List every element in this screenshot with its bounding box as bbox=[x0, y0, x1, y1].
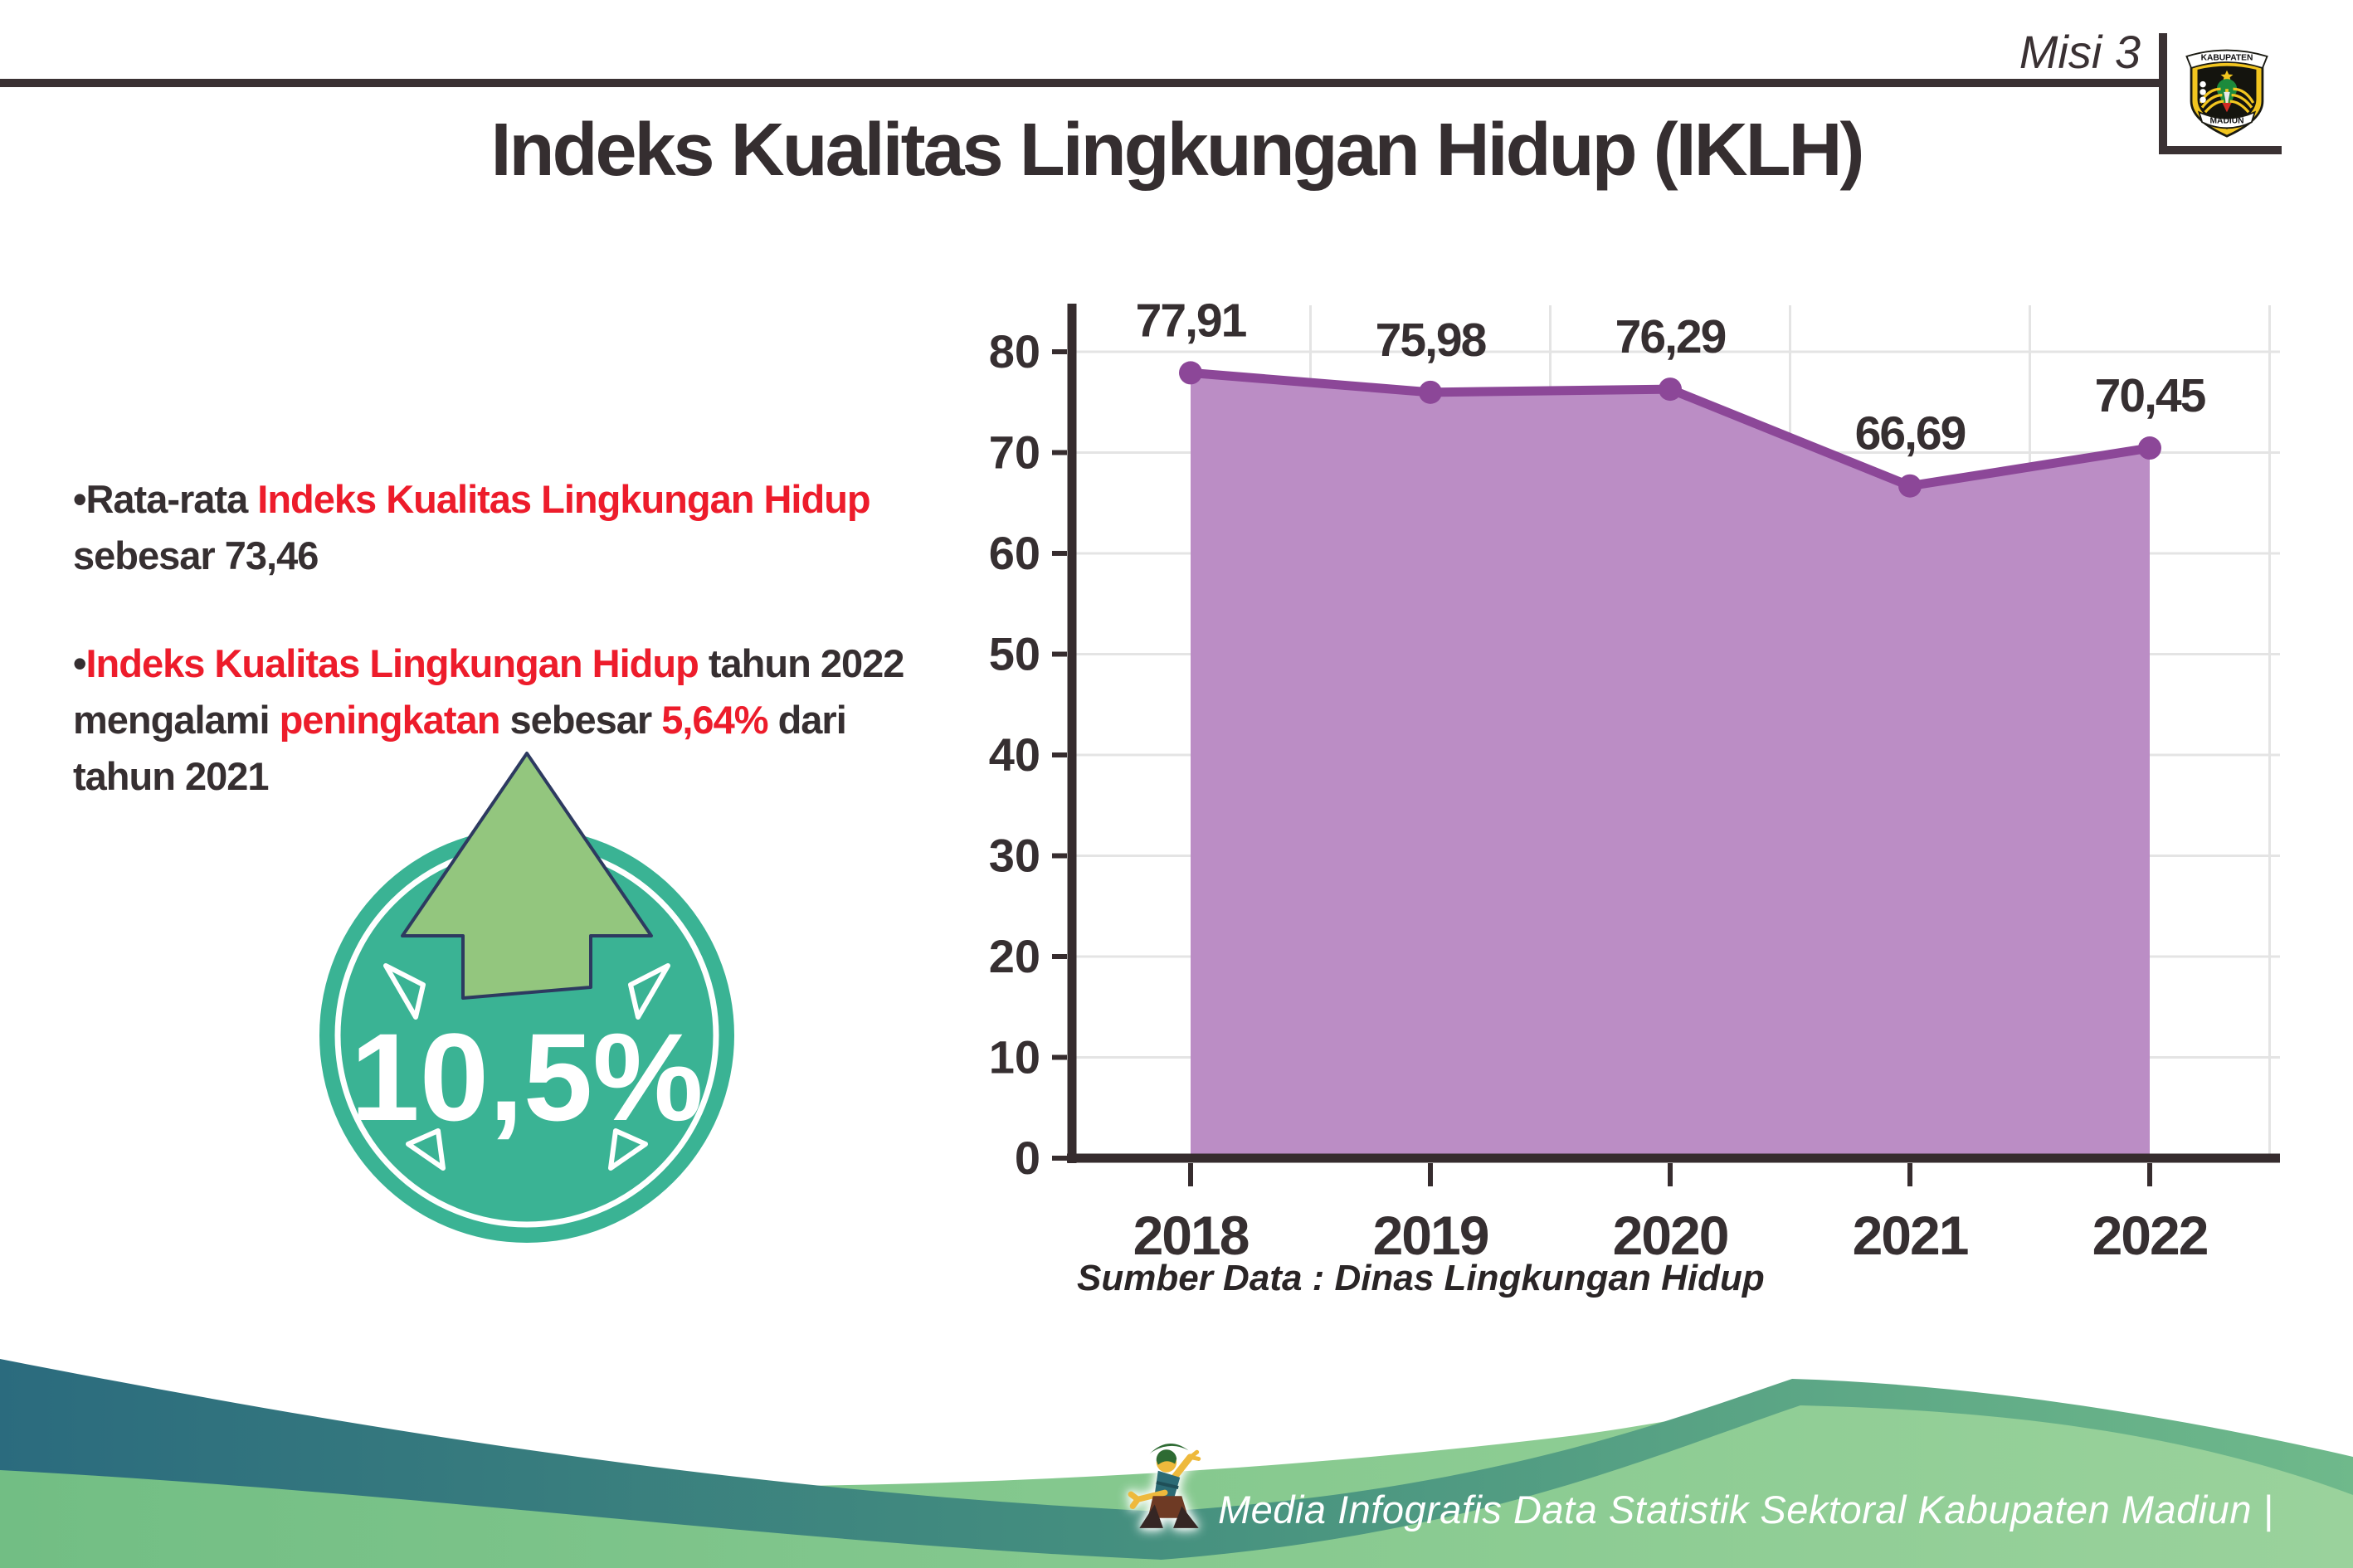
highlight-bullets: •Rata-rata Indeks Kualitas Lingkungan Hi… bbox=[73, 471, 1011, 856]
y-tick-label: 50 bbox=[989, 628, 1040, 680]
logo-bracket-horizontal bbox=[2159, 146, 2282, 154]
increase-badge: 10,5% bbox=[319, 752, 734, 1243]
chart-source-note: Sumber Data : Dinas Lingkungan Hidup bbox=[1077, 1258, 1765, 1298]
logo-bracket-vertical bbox=[2159, 33, 2167, 154]
bullet-text-segment: mengalami bbox=[73, 698, 280, 742]
logo-bottom-banner-text: MADIUN bbox=[2210, 116, 2244, 125]
badge-sparkle-accents bbox=[383, 963, 670, 1171]
y-tick-label: 0 bbox=[1015, 1132, 1040, 1184]
footer-caption: Media Infografis Data Statistik Sektoral… bbox=[1218, 1488, 2274, 1531]
bullet-text-segment: dari bbox=[767, 698, 847, 742]
bullet-text-segment: sebesar 73,46 bbox=[73, 533, 319, 577]
bullet-text-segment: Indeks Kualitas Lingkungan Hidup bbox=[85, 641, 699, 685]
value-label-2020: 76,29 bbox=[1615, 310, 1726, 363]
bullet-dot: • bbox=[73, 477, 87, 521]
data-point-2018 bbox=[1179, 361, 1202, 385]
header-rule bbox=[0, 79, 2164, 87]
value-label-2018: 77,91 bbox=[1136, 294, 1247, 347]
bullet-text-segment: Rata-rata bbox=[85, 477, 258, 521]
bullet-text-segment: sebesar bbox=[499, 698, 662, 742]
misi-label: Misi 3 bbox=[2019, 26, 2141, 78]
value-label-2021: 66,69 bbox=[1855, 407, 1966, 460]
x-tick-label-2022: 2022 bbox=[2092, 1205, 2208, 1266]
bullet-dot: • bbox=[73, 641, 87, 685]
bullet-item-2: •Indeks Kualitas Lingkungan Hidup tahun … bbox=[73, 635, 1011, 805]
y-tick-label: 40 bbox=[989, 728, 1040, 781]
bullet-text-segment: 5,64% bbox=[661, 698, 768, 742]
bullet-text-segment: peningkatan bbox=[279, 698, 501, 742]
y-tick-label: 70 bbox=[989, 426, 1040, 479]
y-tick-label: 20 bbox=[989, 930, 1040, 982]
data-point-2021 bbox=[1898, 474, 1922, 498]
y-tick-label: 10 bbox=[989, 1031, 1040, 1083]
x-tick-label-2018: 2018 bbox=[1133, 1205, 1249, 1266]
footer-wave-teal bbox=[0, 1359, 2353, 1560]
y-tick-label: 60 bbox=[989, 527, 1040, 579]
value-label-2022: 70,45 bbox=[2095, 369, 2206, 422]
dancer-mascot-icon bbox=[1128, 1444, 1201, 1528]
x-tick-label-2019: 2019 bbox=[1373, 1205, 1488, 1266]
x-tick-label-2020: 2020 bbox=[1613, 1205, 1728, 1266]
x-tick-label-2021: 2021 bbox=[1853, 1205, 1968, 1266]
bullet-text-segment: tahun 2021 bbox=[73, 754, 270, 798]
data-point-2020 bbox=[1659, 377, 1682, 402]
data-point-2022 bbox=[2138, 436, 2161, 460]
page-title: Indeks Kualitas Lingkungan Hidup (IKLH) bbox=[490, 109, 1864, 192]
bullet-text-segment: tahun 2022 bbox=[698, 641, 905, 685]
badge-value: 10,5% bbox=[350, 1007, 703, 1147]
logo-top-banner-text: KABUPATEN bbox=[2201, 54, 2253, 63]
iklh-trend-chart: 77,91 75,98 76,29 66,69 70,45 0 10 20 30 40 50 60 70… bbox=[989, 294, 2280, 1266]
bullet-text-segment: Indeks Kualitas Lingkungan Hidup bbox=[257, 477, 870, 521]
bullet-item-1: •Rata-rata Indeks Kualitas Lingkungan Hi… bbox=[73, 471, 1011, 584]
y-tick-label: 80 bbox=[989, 325, 1040, 377]
kabupaten-madiun-seal-icon: KABUPATEN MADIUN bbox=[2185, 49, 2268, 138]
chart-area bbox=[1191, 373, 2150, 1158]
data-point-2019 bbox=[1419, 380, 1442, 404]
up-arrow-icon bbox=[401, 752, 653, 1000]
value-label-2019: 75,98 bbox=[1376, 314, 1486, 367]
y-tick-label: 30 bbox=[989, 830, 1040, 882]
